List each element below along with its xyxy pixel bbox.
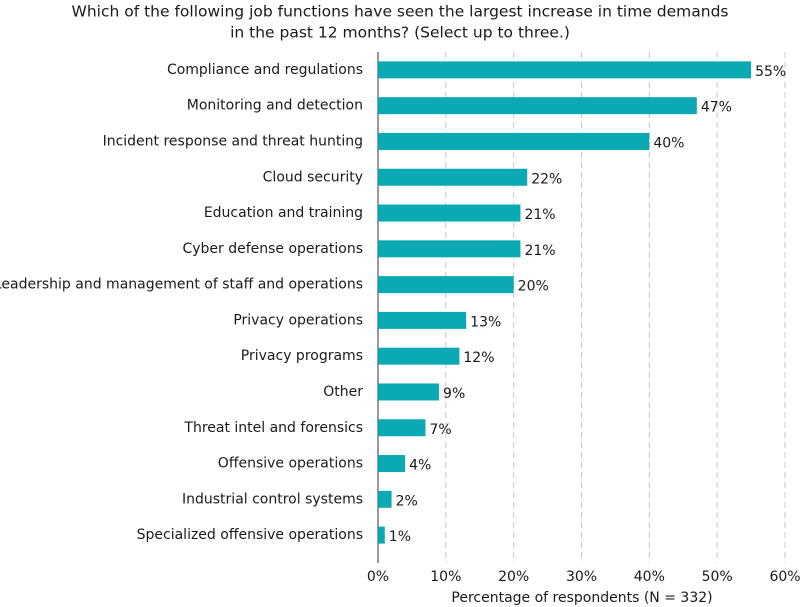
bar [378, 276, 514, 294]
bar [378, 455, 406, 473]
chart-title: in the past 12 months? (Select up to thr… [230, 24, 570, 42]
y-tick-label: Privacy operations [233, 312, 363, 328]
bar [378, 97, 697, 115]
value-label: 22% [531, 171, 562, 187]
x-tick-label: 30% [566, 569, 597, 585]
y-tick-label: Offensive operations [218, 456, 363, 472]
x-tick-label: 60% [769, 569, 800, 585]
bar [378, 419, 426, 437]
y-tick-label: Cyber defense operations [182, 241, 363, 257]
x-tick-label: 0% [367, 569, 389, 585]
value-label: 12% [463, 350, 494, 366]
chart-title: Which of the following job functions hav… [72, 3, 729, 21]
x-tick-label: 50% [702, 569, 733, 585]
bar [378, 383, 440, 401]
value-label: 9% [443, 386, 465, 402]
y-tick-label: Specialized offensive operations [137, 527, 363, 543]
value-label: 2% [396, 493, 418, 509]
value-label: 40% [653, 135, 684, 151]
x-tick-label: 40% [634, 569, 665, 585]
value-label: 21% [524, 243, 555, 259]
value-label: 13% [470, 314, 501, 330]
bar [378, 490, 392, 508]
value-label: 47% [701, 100, 732, 116]
bar [378, 168, 528, 186]
bar [378, 240, 521, 258]
bar [378, 61, 752, 79]
x-tick-label: 10% [430, 569, 461, 585]
bar [378, 526, 385, 544]
bar [378, 204, 521, 222]
bar [378, 132, 650, 150]
y-tick-label: Threat intel and forensics [183, 420, 363, 436]
y-tick-label: Privacy programs [241, 348, 363, 364]
y-tick-label: Incident response and threat hunting [103, 133, 363, 149]
y-tick-label: Other [323, 384, 363, 400]
y-tick-label: Cloud security [263, 169, 363, 185]
y-tick-label: Education and training [204, 205, 363, 221]
value-label: 1% [389, 529, 411, 545]
value-label: 55% [755, 64, 786, 80]
y-tick-label: Leadership and management of staff and o… [0, 277, 363, 293]
x-tick-label: 20% [498, 569, 529, 585]
bar [378, 311, 467, 329]
y-tick-label: Industrial control systems [182, 491, 363, 507]
bar [378, 347, 460, 365]
value-label: 21% [524, 207, 555, 223]
y-tick-label: Compliance and regulations [167, 62, 363, 78]
value-label: 4% [409, 458, 431, 474]
value-label: 20% [518, 279, 549, 295]
value-label: 7% [429, 422, 451, 438]
x-axis-label: Percentage of respondents (N = 332) [451, 590, 712, 606]
y-tick-label: Monitoring and detection [187, 98, 363, 114]
